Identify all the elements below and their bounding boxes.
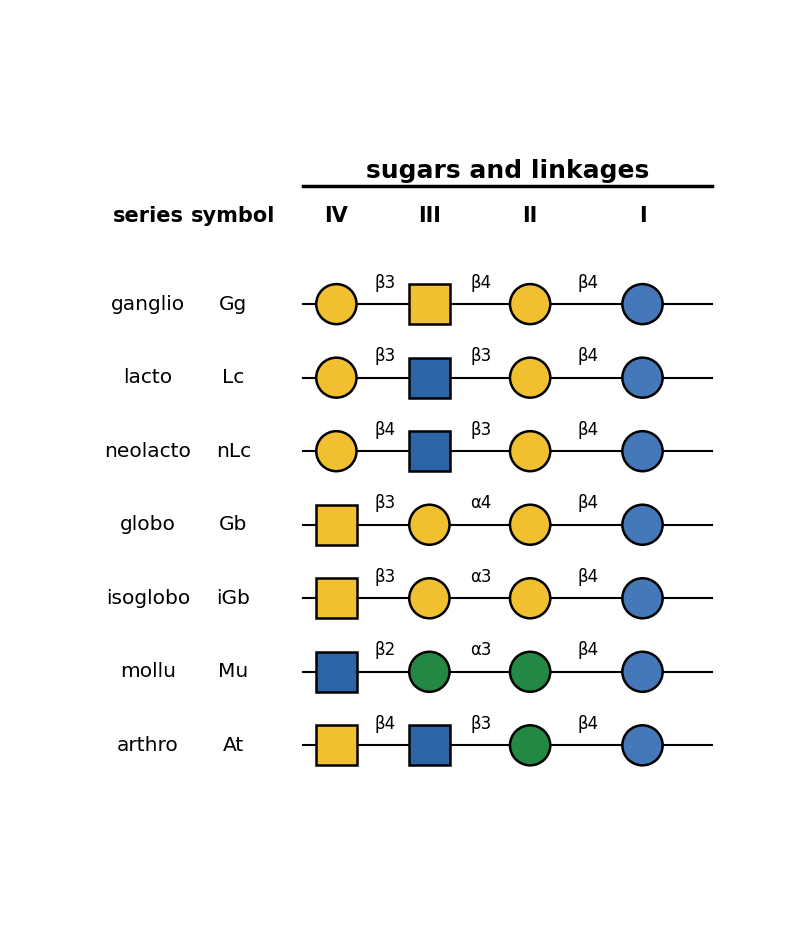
Text: β4: β4 — [578, 641, 599, 659]
Circle shape — [510, 431, 550, 472]
FancyBboxPatch shape — [410, 431, 450, 472]
Text: β4: β4 — [578, 421, 599, 438]
Text: β3: β3 — [470, 421, 492, 438]
Text: arthro: arthro — [117, 736, 179, 754]
Circle shape — [622, 652, 662, 692]
Text: III: III — [418, 206, 441, 225]
Circle shape — [622, 357, 662, 398]
Circle shape — [510, 284, 550, 324]
FancyBboxPatch shape — [410, 357, 450, 398]
Text: ganglio: ganglio — [111, 294, 185, 314]
Text: β3: β3 — [470, 347, 492, 365]
Circle shape — [510, 578, 550, 619]
Text: Gg: Gg — [219, 294, 247, 314]
FancyBboxPatch shape — [410, 284, 450, 324]
Text: β2: β2 — [374, 641, 396, 659]
Text: β3: β3 — [470, 715, 492, 733]
Text: β4: β4 — [578, 715, 599, 733]
Text: sugars and linkages: sugars and linkages — [366, 159, 650, 183]
Text: symbol: symbol — [191, 206, 275, 225]
Text: β4: β4 — [578, 568, 599, 586]
Circle shape — [622, 505, 662, 545]
Text: nLc: nLc — [216, 441, 251, 461]
Text: Gb: Gb — [219, 515, 247, 535]
Text: β3: β3 — [374, 273, 396, 291]
FancyBboxPatch shape — [316, 725, 357, 766]
Text: β4: β4 — [470, 273, 492, 291]
Text: lacto: lacto — [123, 368, 173, 388]
Circle shape — [410, 505, 450, 545]
Circle shape — [622, 725, 662, 766]
Text: At: At — [222, 736, 244, 754]
Text: globo: globo — [120, 515, 176, 535]
Circle shape — [510, 505, 550, 545]
Text: I: I — [638, 206, 646, 225]
FancyBboxPatch shape — [410, 725, 450, 766]
Circle shape — [410, 652, 450, 692]
Text: β3: β3 — [374, 568, 396, 586]
Text: α3: α3 — [470, 568, 492, 586]
Text: β3: β3 — [374, 347, 396, 365]
Text: β4: β4 — [578, 494, 599, 512]
Text: α4: α4 — [470, 494, 492, 512]
FancyBboxPatch shape — [316, 578, 357, 619]
Text: β4: β4 — [578, 347, 599, 365]
FancyBboxPatch shape — [316, 652, 357, 692]
Text: isoglobo: isoglobo — [106, 588, 190, 607]
Circle shape — [622, 578, 662, 619]
Circle shape — [510, 652, 550, 692]
Text: IV: IV — [325, 206, 348, 225]
Text: mollu: mollu — [120, 662, 176, 681]
Text: β4: β4 — [374, 715, 396, 733]
Circle shape — [510, 725, 550, 766]
Text: Mu: Mu — [218, 662, 249, 681]
Text: β4: β4 — [374, 421, 396, 438]
FancyBboxPatch shape — [316, 505, 357, 545]
Text: II: II — [522, 206, 538, 225]
Circle shape — [622, 284, 662, 324]
Circle shape — [316, 431, 357, 472]
Text: Lc: Lc — [222, 368, 245, 388]
Text: iGb: iGb — [216, 588, 250, 607]
Circle shape — [316, 357, 357, 398]
Text: α3: α3 — [470, 641, 492, 659]
Text: neolacto: neolacto — [105, 441, 191, 461]
Text: β3: β3 — [374, 494, 396, 512]
Text: series: series — [113, 206, 183, 225]
Circle shape — [410, 578, 450, 619]
Circle shape — [316, 284, 357, 324]
Text: β4: β4 — [578, 273, 599, 291]
Circle shape — [510, 357, 550, 398]
Circle shape — [622, 431, 662, 472]
